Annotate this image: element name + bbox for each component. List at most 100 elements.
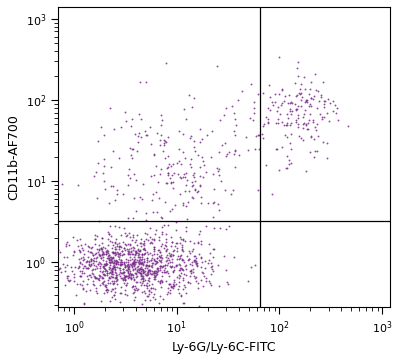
Point: [139, 266, 146, 271]
Point: [209, 254, 216, 260]
Point: [300, 114, 306, 120]
Point: [142, 265, 148, 271]
Point: [71, 271, 78, 277]
Point: [149, 197, 155, 203]
Point: [279, 86, 286, 91]
Point: [89, 244, 96, 249]
Point: [222, 187, 228, 193]
Point: [165, 270, 172, 276]
Point: [162, 138, 168, 144]
Point: [163, 258, 169, 264]
Point: [148, 257, 154, 263]
Point: [180, 300, 187, 306]
Point: [102, 186, 108, 192]
Point: [90, 281, 96, 287]
Point: [110, 260, 116, 266]
Point: [131, 297, 138, 303]
Point: [118, 257, 124, 263]
Point: [178, 293, 184, 299]
Point: [157, 258, 163, 264]
Point: [112, 266, 118, 272]
Point: [176, 174, 183, 180]
Point: [285, 100, 292, 106]
Point: [232, 148, 238, 154]
Point: [253, 134, 259, 139]
Point: [116, 271, 122, 277]
Point: [145, 263, 152, 269]
Point: [304, 126, 310, 131]
Point: [96, 259, 102, 265]
Point: [94, 246, 101, 252]
Point: [112, 258, 118, 264]
Point: [158, 132, 164, 138]
Point: [311, 93, 317, 99]
Point: [170, 179, 177, 185]
Point: [122, 262, 129, 268]
Point: [131, 263, 137, 269]
Point: [121, 280, 127, 286]
Point: [138, 301, 145, 307]
Point: [248, 264, 254, 270]
Point: [110, 254, 116, 260]
Point: [157, 265, 163, 271]
Point: [208, 260, 214, 265]
Point: [133, 248, 139, 253]
Point: [223, 267, 229, 273]
Point: [134, 148, 140, 154]
Point: [141, 256, 148, 262]
Point: [122, 263, 128, 269]
Point: [142, 128, 148, 134]
Point: [100, 271, 107, 277]
Point: [117, 261, 124, 266]
Point: [189, 259, 195, 265]
Point: [149, 268, 156, 274]
Point: [92, 285, 99, 291]
Point: [106, 261, 113, 266]
Point: [187, 273, 194, 279]
Point: [134, 139, 141, 145]
Point: [132, 265, 138, 271]
Point: [150, 270, 157, 276]
Point: [139, 260, 145, 266]
Point: [272, 99, 278, 105]
Point: [132, 252, 138, 257]
Point: [110, 264, 117, 270]
Point: [88, 256, 94, 261]
Point: [174, 274, 180, 280]
Point: [146, 278, 152, 284]
Point: [275, 117, 282, 122]
Point: [335, 117, 341, 123]
Point: [128, 260, 135, 266]
Point: [89, 260, 96, 266]
Point: [128, 155, 135, 161]
Point: [125, 182, 132, 187]
Point: [141, 247, 148, 252]
Point: [157, 171, 164, 177]
Point: [67, 278, 73, 283]
Point: [327, 100, 333, 105]
Point: [198, 255, 204, 260]
Point: [150, 260, 156, 266]
Point: [126, 264, 132, 269]
Point: [76, 273, 83, 278]
Point: [149, 264, 155, 270]
Point: [108, 164, 114, 170]
Point: [189, 179, 195, 185]
Point: [108, 265, 115, 271]
Point: [176, 267, 182, 273]
Point: [141, 242, 148, 248]
Point: [130, 271, 136, 277]
Point: [100, 261, 107, 267]
Point: [150, 274, 157, 280]
Point: [163, 60, 169, 66]
Point: [294, 103, 301, 109]
Point: [132, 249, 139, 255]
Point: [159, 225, 165, 230]
Point: [97, 273, 103, 279]
Point: [100, 178, 107, 184]
Point: [135, 250, 141, 256]
Point: [102, 284, 109, 290]
Point: [223, 153, 229, 159]
Point: [122, 274, 128, 280]
Point: [302, 98, 309, 104]
